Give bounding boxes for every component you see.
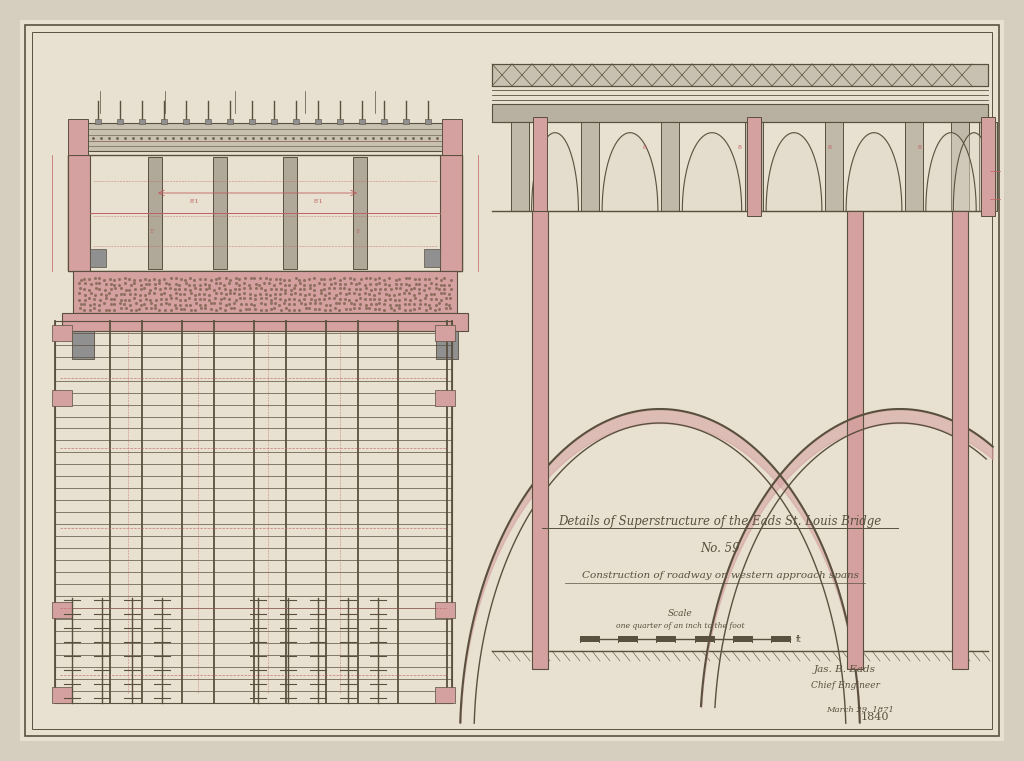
Bar [52,325,72,341]
Text: Jas. B. Eads: Jas. B. Eads [814,664,876,673]
Bar [161,119,167,124]
Bar [73,271,457,313]
Bar [435,687,455,703]
Bar [825,122,843,211]
Bar [492,64,988,86]
Bar [139,119,145,124]
Text: 8: 8 [738,145,742,150]
Text: Construction of roadway on western approach spans: Construction of roadway on western appro… [582,572,858,581]
Text: 1840: 1840 [861,712,889,722]
Bar [213,157,227,269]
Text: Chief Engineer: Chief Engineer [811,680,880,689]
Bar [52,602,72,618]
Bar [532,211,548,669]
Bar [656,636,676,642]
Text: ft: ft [796,635,802,644]
Text: Details of Superstructure of the Eads St. Louis Bridge: Details of Superstructure of the Eads St… [558,514,882,527]
Bar [436,331,458,359]
Text: 8'1: 8'1 [313,199,323,204]
Bar [52,390,72,406]
Bar [403,119,409,124]
Bar [315,119,321,124]
Bar [662,122,679,211]
Bar [440,155,462,271]
Bar [492,104,988,122]
Text: 8'1: 8'1 [190,199,200,204]
Bar [359,119,365,124]
Bar [271,119,278,124]
Text: one quarter of an inch to the foot: one quarter of an inch to the foot [615,622,744,630]
Bar [435,390,455,406]
Bar [981,117,995,216]
Bar [771,636,790,642]
Bar [952,211,968,669]
Bar [353,157,367,269]
Bar [733,636,752,642]
Text: 1': 1' [355,229,360,234]
Text: 8: 8 [643,145,647,150]
Bar [68,155,462,271]
Text: 1': 1' [150,229,155,234]
Bar [492,64,988,86]
Bar [148,157,162,269]
Bar [80,123,450,151]
Text: 8: 8 [918,145,922,150]
Bar [905,122,923,211]
Bar [581,122,599,211]
Bar [979,122,997,211]
Bar [62,313,468,331]
Bar [534,117,547,216]
Bar [205,119,211,124]
Bar [435,602,455,618]
Bar [55,321,452,703]
Bar [425,119,431,124]
Bar [72,331,94,359]
Bar [117,119,123,124]
Bar [618,636,637,642]
Bar [511,122,529,211]
Bar [746,117,761,216]
Text: March 29, 1871: March 29, 1871 [826,705,894,713]
Bar [283,157,297,269]
Bar [745,122,763,211]
Bar [68,155,90,271]
Text: No. 59: No. 59 [700,543,739,556]
Bar [293,119,299,124]
Bar [68,119,88,155]
Bar [381,119,387,124]
Bar [424,249,440,267]
Bar [951,122,969,211]
Bar [847,211,863,669]
Bar [694,636,714,642]
Bar [337,119,343,124]
Bar [580,636,599,642]
Text: 8: 8 [828,145,831,150]
Text: Scale: Scale [668,609,692,617]
Bar [227,119,233,124]
Bar [249,119,255,124]
Bar [183,119,189,124]
Bar [95,119,101,124]
Bar [52,687,72,703]
Bar [90,249,106,267]
Bar [442,119,462,155]
Bar [435,325,455,341]
